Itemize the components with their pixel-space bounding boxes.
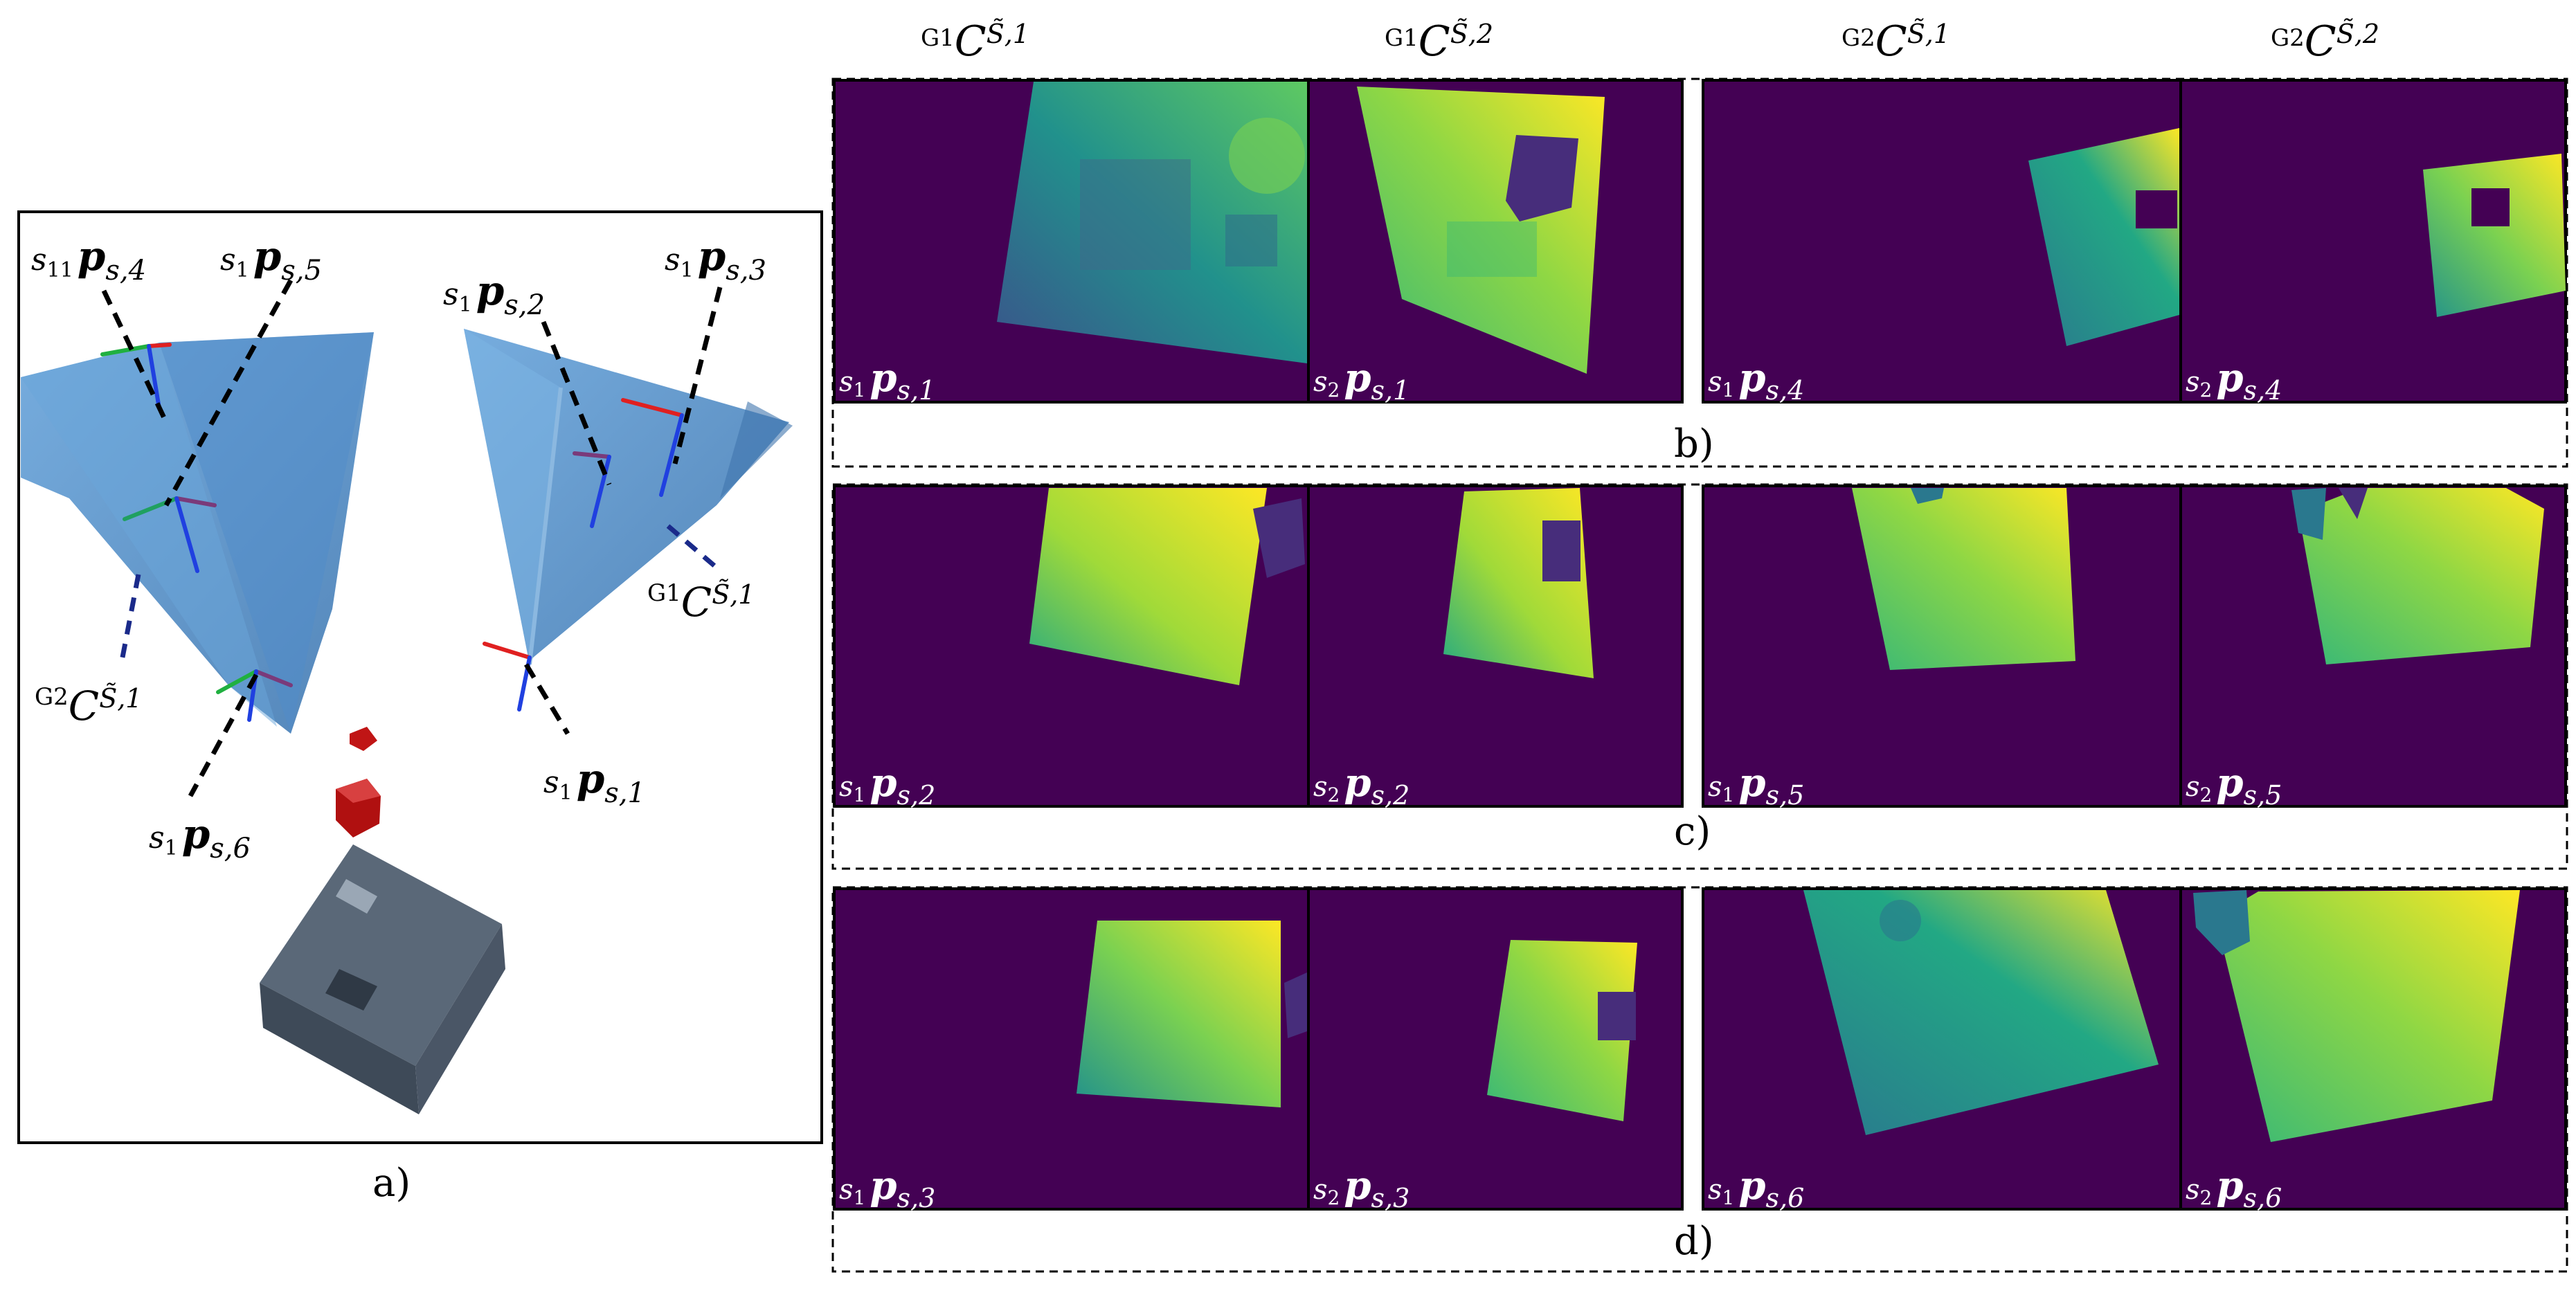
tile-label-c-1: s2 ps,2 bbox=[1313, 760, 1409, 810]
label-s1-p-s5: s1 ps,5 bbox=[220, 233, 322, 287]
tile-label-c-3: s2 ps,5 bbox=[2186, 760, 2282, 810]
tile-label-b-0: s1 ps,1 bbox=[839, 355, 935, 406]
depth-plane-d1 bbox=[1077, 921, 1281, 1107]
row-b: s1 ps,1 s2 ps,1 s1 ps,4 s2 ps,4 b) bbox=[831, 78, 2568, 468]
header-g2-c-s1: G2CS̃,1 bbox=[1841, 17, 1950, 66]
tile-label-d-1: s2 ps,3 bbox=[1313, 1163, 1409, 1213]
coordinate-frames bbox=[100, 343, 684, 722]
row-d: s1 ps,3 s2 ps,3 s1 ps,6 s2 ps,6 d) bbox=[831, 886, 2568, 1273]
depth-plane-d3 bbox=[1803, 890, 2159, 1135]
red-cube-objects bbox=[336, 727, 381, 837]
tile-label-d-2: s1 ps,6 bbox=[1708, 1163, 1804, 1213]
header-g2-c-s2: G2CS̃,2 bbox=[2271, 17, 2379, 66]
workpiece-base bbox=[260, 844, 505, 1114]
tile-label-d-0: s1 ps,3 bbox=[839, 1163, 935, 1213]
tile-label-c-2: s1 ps,5 bbox=[1708, 760, 1804, 810]
label-s1-p-s3: s1 ps,3 bbox=[665, 233, 766, 287]
caption-a: a) bbox=[372, 1161, 411, 1206]
depth-plane-c2 bbox=[1443, 488, 1594, 678]
label-s1-p-s1: s1 ps,1 bbox=[543, 755, 645, 809]
depth-plane-c1 bbox=[1029, 488, 1267, 685]
camera-axes bbox=[118, 524, 719, 665]
tile-label-d-3: s2 ps,6 bbox=[2186, 1163, 2282, 1213]
panel-a bbox=[17, 210, 823, 1144]
column-headers: G1CS̃,1 G1CS̃,2 G2CS̃,1 G2CS̃,2 bbox=[921, 17, 2379, 66]
tile-label-b-1: s2 ps,1 bbox=[1313, 355, 1409, 406]
label-g2-c-s1: G2CS̃,1 bbox=[35, 682, 142, 730]
projection-rays bbox=[101, 279, 723, 797]
depth-plane-c3 bbox=[1852, 488, 2075, 670]
tile-label-b-3: s2 ps,4 bbox=[2186, 355, 2282, 406]
label-s1-p-s2: s1 ps,2 bbox=[443, 267, 545, 321]
header-g1-c-s1: G1CS̃,1 bbox=[921, 17, 1029, 66]
label-g1-c-s1: G1CS̃,1 bbox=[647, 579, 755, 626]
depth-plane-c4 bbox=[2298, 488, 2544, 664]
tile-label-c-0: s1 ps,2 bbox=[839, 760, 935, 810]
depth-plane-d4 bbox=[2215, 890, 2520, 1142]
depth-plane-b3 bbox=[2028, 128, 2179, 346]
row-c: s1 ps,2 s2 ps,2 s1 ps,5 s2 ps,5 c) bbox=[831, 483, 2568, 870]
caption-b: b) bbox=[1674, 422, 1714, 467]
header-g1-c-s2: G1CS̃,2 bbox=[1385, 17, 1493, 66]
depth-plane-b4 bbox=[2423, 154, 2566, 317]
depth-plane-d2 bbox=[1487, 940, 1637, 1121]
frustum-g1 bbox=[464, 329, 793, 665]
caption-d: d) bbox=[1674, 1219, 1714, 1264]
label-s1-p-s6: s1 ps,6 bbox=[149, 810, 251, 864]
label-s1-p-s4: s11 ps,4 bbox=[31, 233, 146, 287]
cube-b2 bbox=[1506, 135, 1578, 221]
panel-a-labels: s11 ps,4 s1 ps,5 s1 ps,2 s1 ps,3 G1CS̃,1 G2C… bbox=[31, 233, 766, 1206]
tile-label-b-2: s1 ps,4 bbox=[1708, 355, 1804, 406]
caption-c: c) bbox=[1674, 809, 1711, 854]
frustum-g2 bbox=[21, 332, 374, 734]
